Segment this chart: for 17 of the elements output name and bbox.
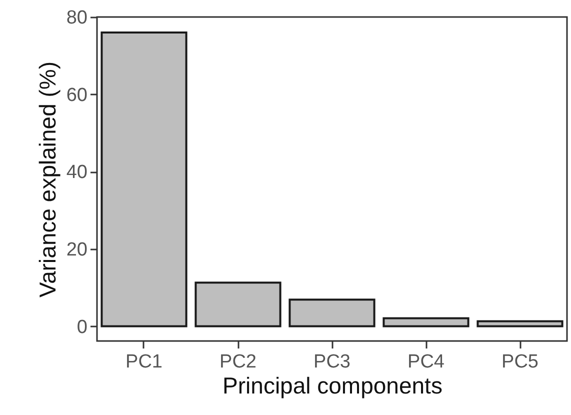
y-tick-label: 60 xyxy=(66,84,88,106)
x-axis-title: Principal components xyxy=(222,372,442,398)
x-tick-label: PC3 xyxy=(314,352,350,372)
bar xyxy=(100,31,188,328)
x-tick-label: PC4 xyxy=(408,352,445,372)
x-tick-label: PC5 xyxy=(502,352,538,372)
y-tick-label: 20 xyxy=(66,239,88,260)
bar xyxy=(194,282,282,328)
bar xyxy=(382,317,470,328)
bar xyxy=(476,320,564,328)
x-tick-label: PC1 xyxy=(126,352,162,372)
y-axis-title: Variance explained (%) xyxy=(34,61,60,298)
y-tick-label: 40 xyxy=(66,162,88,184)
x-tick-label: PC2 xyxy=(220,352,256,372)
y-tick-label: 80 xyxy=(66,8,88,28)
bar xyxy=(288,298,376,328)
y-tick-label: 0 xyxy=(76,316,88,338)
